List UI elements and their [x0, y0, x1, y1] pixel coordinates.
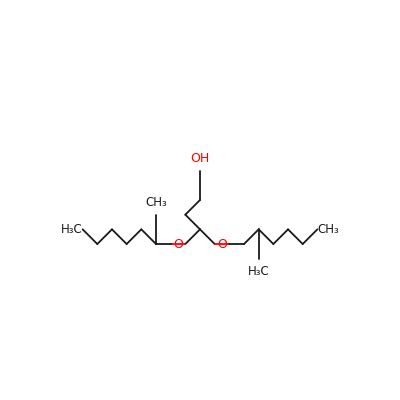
Text: H₃C: H₃C — [61, 223, 83, 236]
Text: O: O — [174, 238, 183, 250]
Text: O: O — [217, 238, 227, 250]
Text: OH: OH — [190, 152, 210, 165]
Text: H₃C: H₃C — [248, 265, 270, 278]
Text: CH₃: CH₃ — [317, 223, 339, 236]
Text: CH₃: CH₃ — [145, 196, 167, 209]
